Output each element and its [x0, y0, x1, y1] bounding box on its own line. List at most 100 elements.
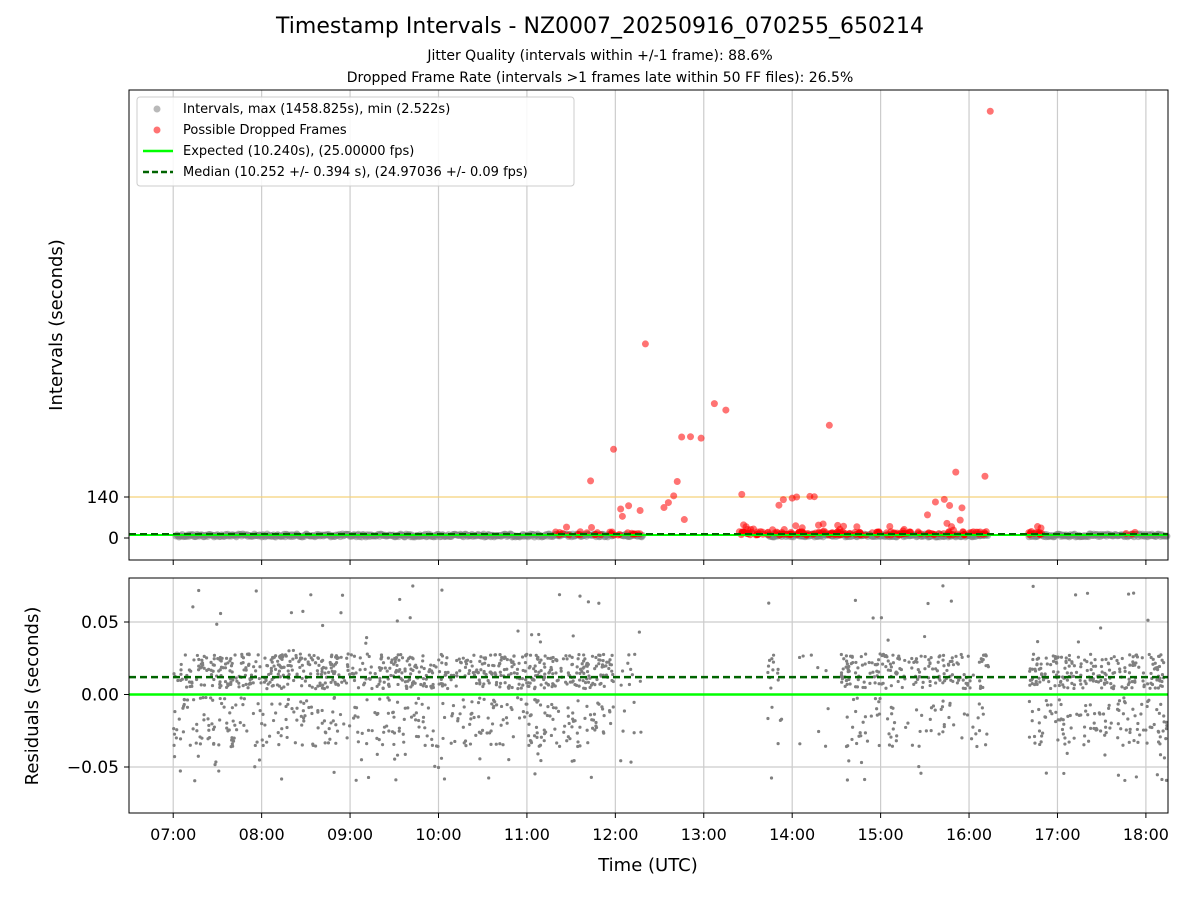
- x-tick-label: 07:00: [150, 825, 196, 844]
- residual-point: [520, 655, 525, 659]
- residual-point: [865, 739, 870, 743]
- residual-point: [323, 671, 327, 675]
- residual-point: [1141, 671, 1146, 675]
- residual-point: [546, 705, 550, 709]
- residual-point: [411, 668, 415, 673]
- residual-point: [1054, 710, 1058, 714]
- residual-point: [534, 725, 539, 729]
- residual-point: [917, 744, 921, 748]
- residual-point: [533, 698, 537, 702]
- residual-point: [1031, 584, 1035, 588]
- residual-point: [477, 678, 481, 682]
- residual-point: [565, 739, 569, 743]
- residual-point: [483, 661, 487, 665]
- residual-point: [254, 589, 258, 593]
- residual-point: [1044, 699, 1048, 703]
- residual-point: [422, 666, 426, 671]
- residual-point: [377, 738, 381, 742]
- residual-point: [1039, 740, 1043, 744]
- residual-point: [446, 670, 450, 675]
- residual-point: [979, 657, 983, 661]
- residual-point: [621, 729, 625, 733]
- residual-point: [1123, 669, 1127, 673]
- residual-point: [172, 672, 176, 676]
- residual-point: [426, 706, 431, 710]
- residual-point: [1103, 719, 1108, 723]
- residual-point: [185, 705, 190, 709]
- residual-point: [976, 716, 980, 720]
- residual-point: [217, 769, 221, 773]
- residual-point: [1070, 661, 1074, 665]
- residual-point: [320, 708, 324, 713]
- residual-point: [577, 652, 581, 657]
- residual-point: [914, 680, 918, 684]
- residual-point: [230, 670, 234, 674]
- residual-point: [582, 671, 586, 675]
- residual-point: [387, 729, 391, 733]
- residual-point: [546, 656, 550, 660]
- residual-point: [512, 671, 516, 675]
- residual-point: [555, 741, 559, 745]
- residual-point: [462, 741, 466, 745]
- residual-point: [771, 668, 775, 672]
- residual-point: [627, 682, 632, 687]
- residual-point: [599, 674, 603, 678]
- residual-point: [225, 721, 229, 725]
- residual-point: [863, 715, 868, 719]
- residual-point: [528, 653, 533, 657]
- residual-point: [1038, 742, 1042, 747]
- residual-point: [1144, 728, 1148, 732]
- residual-point: [1131, 707, 1135, 711]
- top-panel-grid: [172, 90, 1147, 560]
- residual-point: [1027, 699, 1032, 704]
- residual-point: [1067, 664, 1071, 668]
- residual-point: [1059, 679, 1063, 684]
- residual-point: [604, 664, 608, 668]
- residual-point: [557, 744, 562, 748]
- residual-point: [323, 741, 327, 745]
- residual-point: [392, 742, 396, 747]
- residual-point: [551, 659, 555, 663]
- residual-point: [378, 679, 382, 683]
- residual-point: [331, 719, 335, 723]
- residual-point: [454, 684, 458, 688]
- residual-point: [230, 738, 234, 742]
- residual-point: [776, 742, 780, 746]
- residual-point: [977, 702, 981, 706]
- residual-point: [1149, 681, 1153, 685]
- residual-point: [555, 679, 559, 683]
- residual-point: [929, 655, 933, 660]
- residual-point: [291, 657, 295, 661]
- residual-point: [536, 752, 540, 756]
- residual-point: [411, 657, 415, 661]
- residual-point: [1145, 704, 1149, 709]
- residual-point: [798, 742, 802, 746]
- residual-point: [1097, 711, 1101, 715]
- residual-point: [301, 709, 305, 713]
- residual-point: [554, 657, 558, 662]
- residual-point: [334, 741, 338, 745]
- residual-point: [417, 725, 421, 729]
- residual-point: [585, 704, 589, 708]
- residual-point: [256, 653, 260, 657]
- dropped-frame-point: [673, 477, 681, 485]
- residual-point: [1123, 666, 1127, 670]
- residual-point: [769, 686, 773, 690]
- residual-point: [269, 669, 274, 673]
- dropped-frame-point: [899, 527, 907, 535]
- residual-point: [241, 684, 245, 688]
- residual-point: [923, 634, 927, 639]
- residual-point: [532, 734, 537, 738]
- residual-point: [501, 718, 505, 722]
- residual-point: [770, 705, 774, 709]
- residual-point: [926, 601, 930, 606]
- residual-point: [199, 665, 204, 669]
- residual-point: [467, 668, 472, 673]
- residual-point: [887, 743, 892, 747]
- dropped-frame-point: [886, 522, 894, 530]
- residual-point: [339, 611, 343, 615]
- residual-point: [265, 686, 269, 691]
- residual-point: [495, 703, 499, 707]
- residual-point: [986, 663, 990, 668]
